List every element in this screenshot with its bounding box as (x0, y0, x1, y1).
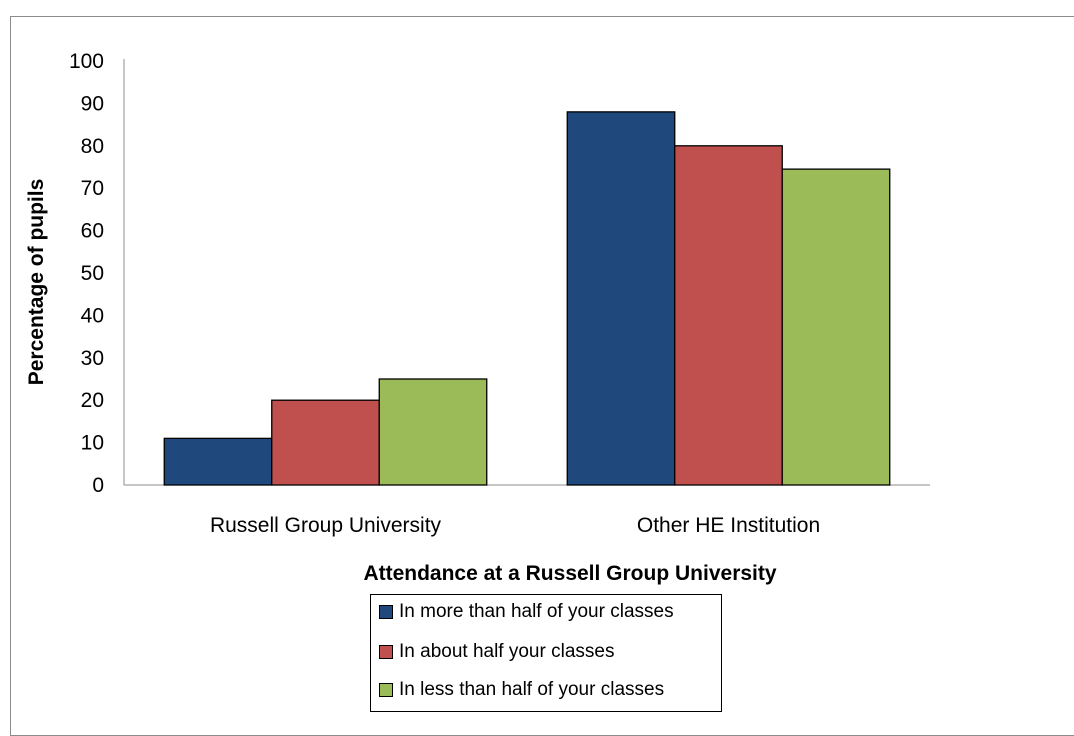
bar (674, 145, 783, 486)
legend-label: In about half your classes (399, 641, 615, 662)
bars (163, 111, 891, 486)
legend-item: In about half your classes (379, 638, 614, 666)
y-tick-label: 60 (81, 220, 104, 243)
legend-label: In more than half of your classes (399, 601, 674, 622)
legend-item: In more than half of your classes (379, 598, 674, 626)
bar (271, 399, 380, 486)
y-tick-label: 10 (81, 432, 104, 455)
bar (163, 437, 273, 486)
y-tick-label: 80 (81, 135, 104, 158)
y-tick-label: 90 (81, 92, 104, 115)
y-tick-label: 40 (81, 304, 104, 327)
category-labels: Russell Group University Other HE Institu… (210, 514, 820, 537)
y-tick-label: 0 (92, 474, 104, 497)
y-tick-label: 50 (81, 262, 104, 285)
x-axis-label: Attendance at a Russell Group University (363, 562, 776, 585)
y-tick-label: 30 (81, 347, 104, 370)
legend-item: In less than half of your classes (379, 676, 664, 704)
category-label: Russell Group University (210, 514, 442, 537)
legend-swatch (379, 645, 393, 659)
y-tick-label: 20 (81, 389, 104, 412)
bar-chart: 0 10 20 30 40 50 60 70 80 90 100 Russell Group Uni… (25, 50, 930, 585)
legend: In more than half of your classes In abo… (370, 594, 722, 712)
bar (378, 378, 488, 486)
legend-swatch (379, 683, 393, 697)
y-tick-label: 70 (81, 177, 104, 200)
y-axis-label: Percentage of pupils (25, 179, 48, 386)
legend-label: In less than half of your classes (399, 679, 665, 700)
y-tick-label: 100 (69, 50, 104, 73)
y-tick-labels: 0 10 20 30 40 50 60 70 80 90 100 (69, 50, 104, 497)
legend-swatch (379, 605, 393, 619)
bar (566, 111, 676, 486)
bar (781, 168, 891, 486)
category-label: Other HE Institution (637, 514, 820, 537)
